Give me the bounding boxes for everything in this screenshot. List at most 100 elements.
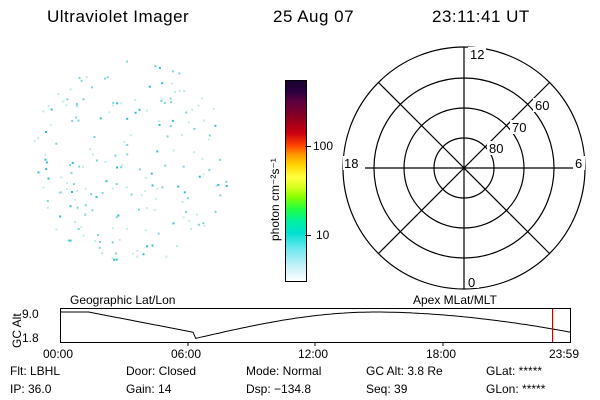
uv-speckle <box>84 213 87 216</box>
uv-speckle <box>156 150 159 153</box>
uv-speckle <box>67 239 70 242</box>
uv-speckle <box>106 76 109 79</box>
uv-speckle <box>174 91 177 93</box>
uv-speckle <box>212 108 215 110</box>
uv-speckle <box>182 216 185 219</box>
uv-speckle <box>92 153 94 156</box>
uv-speckle <box>46 200 49 202</box>
uv-speckle <box>55 142 58 145</box>
uv-speckle <box>111 241 114 244</box>
uv-speckle <box>115 183 118 185</box>
uv-speckle <box>116 102 119 105</box>
uv-speckle <box>200 97 203 100</box>
status-gc-alt: GC Alt: 3.8 Re <box>366 364 443 378</box>
uv-speckle <box>37 171 40 174</box>
uv-speckle <box>126 227 128 230</box>
uv-speckle <box>115 258 118 261</box>
uv-speckle <box>136 250 139 252</box>
colorbar-tick-label-10: 10 <box>316 228 330 242</box>
colorbar-tick-10 <box>305 235 311 236</box>
uv-speckle <box>186 197 189 200</box>
uv-speckle <box>197 104 200 107</box>
uv-speckle <box>112 104 115 107</box>
uv-speckle <box>76 105 79 108</box>
uv-speckle <box>76 206 79 209</box>
uv-speckle <box>46 206 49 209</box>
date-label: 25 Aug 07 <box>273 7 355 26</box>
mlt-label-6: 6 <box>575 156 582 171</box>
uv-speckle <box>88 148 91 151</box>
uv-speckle <box>134 111 137 114</box>
uv-speckle <box>95 196 98 198</box>
uv-speckle <box>116 166 118 169</box>
uv-speckle <box>190 228 192 231</box>
status-glon: GLon: ***** <box>486 382 546 396</box>
uv-speckle <box>169 125 172 127</box>
uv-speckle <box>45 161 48 164</box>
uv-speckle <box>146 245 148 248</box>
uv-speckle <box>191 108 194 111</box>
uv-speckle <box>225 180 228 183</box>
uv-speckle <box>66 188 68 191</box>
uv-speckle <box>157 120 160 122</box>
status-glat: GLat: ***** <box>486 364 543 378</box>
uv-speckle <box>150 172 153 175</box>
orbit-ymin-label: 1.8 <box>22 331 39 345</box>
uv-speckle <box>121 164 124 167</box>
uv-speckle <box>126 153 129 156</box>
uv-speckle <box>108 111 111 114</box>
uv-speckle <box>183 191 186 194</box>
uv-speckle <box>120 166 123 169</box>
mlt-label-12: 12 <box>470 47 484 62</box>
uv-speckle <box>74 221 77 224</box>
uv-speckle <box>197 223 200 226</box>
uv-speckle <box>198 175 201 178</box>
uv-speckle <box>98 246 101 249</box>
uv-speckle <box>111 187 114 190</box>
uv-speckle <box>170 101 173 104</box>
uv-speckle <box>61 100 64 103</box>
orbit-title-right: Apex MLat/MLT <box>413 293 497 307</box>
uv-speckle <box>172 222 175 225</box>
uv-speckle <box>114 252 117 255</box>
orbit-altitude-plot <box>60 308 571 346</box>
uv-speckle <box>37 137 40 140</box>
uv-speckle <box>202 222 205 225</box>
uv-speckle <box>195 213 198 216</box>
uv-speckle <box>178 89 181 92</box>
uv-speckle <box>183 90 186 93</box>
uv-speckle <box>158 124 161 126</box>
uv-speckle <box>69 164 71 167</box>
mlt-label-0: 0 <box>468 275 475 290</box>
uv-speckle <box>76 189 78 192</box>
uv-speckle <box>201 157 204 160</box>
uv-speckle <box>114 154 117 157</box>
uv-speckle <box>208 134 211 137</box>
uv-speckle <box>115 216 118 219</box>
uv-speckle <box>154 197 157 200</box>
uv-speckle <box>59 215 62 218</box>
orbit-xtick-1200: 12:00 <box>298 347 329 361</box>
uv-speckle <box>172 149 175 152</box>
uv-speckle <box>84 204 87 207</box>
uv-speckle <box>49 124 52 126</box>
uv-speckle <box>78 165 81 168</box>
uv-speckle <box>217 183 220 186</box>
mlt-label-18: 18 <box>344 156 358 171</box>
uv-speckle <box>69 88 72 91</box>
uv-speckle <box>69 205 72 208</box>
uv-speckle <box>161 82 164 85</box>
uv-speckle <box>113 258 116 261</box>
uv-speckle <box>219 158 222 161</box>
uv-speckle <box>70 172 73 175</box>
uv-speckle <box>181 201 184 203</box>
uv-speckle <box>151 244 154 247</box>
uv-speckle <box>120 102 123 105</box>
orbit-xtick-0000: 00:00 <box>43 347 74 361</box>
uv-speckle <box>60 176 63 179</box>
uv-speckle <box>136 255 139 258</box>
uv-speckle <box>85 76 88 79</box>
uv-speckle <box>66 182 68 184</box>
uv-speckle <box>93 136 96 138</box>
uv-speckle <box>101 191 104 194</box>
